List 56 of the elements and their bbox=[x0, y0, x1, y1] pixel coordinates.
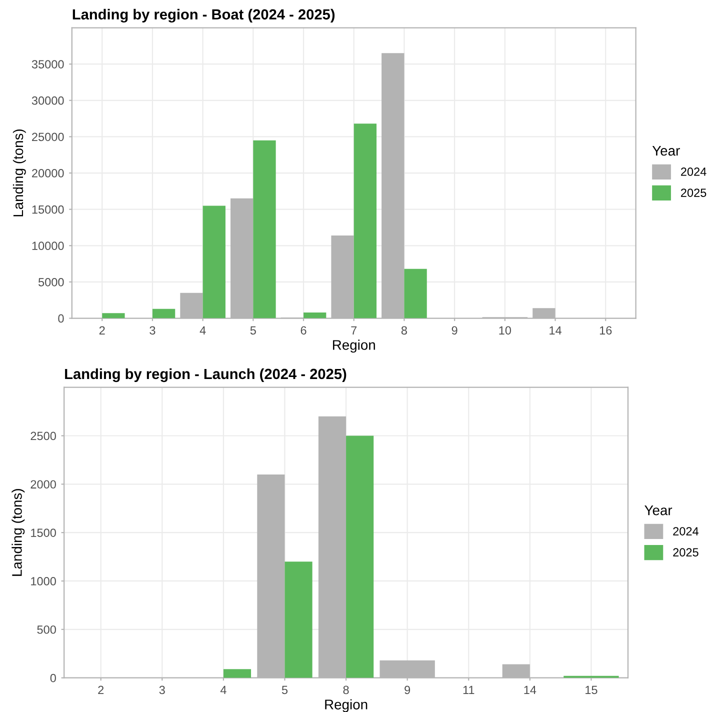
x-axis-title: Region bbox=[325, 699, 368, 712]
y-tick-label: 20000 bbox=[32, 169, 64, 178]
x-tick-label: 9 bbox=[452, 326, 458, 335]
bar bbox=[253, 140, 276, 318]
x-tick-label: 3 bbox=[159, 686, 165, 694]
bar bbox=[202, 206, 226, 318]
bar bbox=[102, 313, 125, 318]
y-tick-label: 2500 bbox=[30, 432, 56, 440]
x-tick-label: 2 bbox=[99, 326, 105, 334]
bar bbox=[223, 669, 252, 678]
chart-title: Landing by region - Launch (2024 - 2025) bbox=[65, 368, 346, 382]
y-tick-label: 5000 bbox=[38, 278, 64, 286]
y-tick-label: 1000 bbox=[31, 577, 56, 586]
legend-label: 2025 bbox=[681, 188, 706, 197]
y-tick-label: 15000 bbox=[32, 205, 64, 214]
bar bbox=[346, 436, 374, 678]
legend-title: Year bbox=[644, 506, 672, 516]
y-tick-label: 35000 bbox=[32, 60, 64, 68]
legend-title: Year bbox=[652, 146, 680, 156]
y-tick-label: 500 bbox=[37, 625, 56, 634]
legend-label: 2024 bbox=[681, 168, 706, 176]
x-tick-label: 16 bbox=[600, 326, 612, 335]
x-tick-label: 10 bbox=[499, 326, 512, 335]
y-tick-label: 30000 bbox=[32, 96, 64, 105]
x-tick-label: 2 bbox=[98, 686, 104, 694]
legend-label: 2024 bbox=[673, 527, 698, 536]
bar bbox=[304, 312, 326, 318]
x-tick-label: 15 bbox=[586, 686, 598, 694]
legend-label: 2025 bbox=[673, 548, 698, 557]
x-tick-label: 14 bbox=[524, 686, 536, 694]
bar bbox=[404, 268, 427, 318]
y-axis-title: Landing (tons) bbox=[12, 129, 26, 216]
x-tick-label: 3 bbox=[150, 326, 156, 335]
y-tick-label: 10000 bbox=[32, 242, 64, 250]
x-tick-label: 9 bbox=[404, 686, 410, 694]
x-tick-label: 11 bbox=[463, 686, 474, 694]
x-tick-label: 6 bbox=[300, 326, 306, 335]
y-tick-label: 1500 bbox=[31, 528, 56, 537]
x-tick-label: 5 bbox=[282, 686, 288, 694]
x-tick-label: 8 bbox=[401, 326, 407, 335]
x-tick-label: 5 bbox=[250, 326, 256, 335]
chart-title: Landing by region - Boat (2024 - 2025) bbox=[72, 8, 335, 23]
x-tick-label: 4 bbox=[220, 686, 226, 694]
bar bbox=[284, 562, 312, 678]
y-tick-label: 2000 bbox=[30, 480, 56, 489]
x-tick-label: 4 bbox=[200, 326, 206, 334]
bar bbox=[354, 124, 377, 318]
x-axis-title: Region bbox=[333, 340, 375, 353]
x-tick-label: 8 bbox=[343, 686, 349, 694]
x-tick-label: 7 bbox=[351, 326, 357, 334]
y-axis-title: Landing (tons) bbox=[12, 489, 25, 576]
y-tick-label: 0 bbox=[58, 314, 64, 323]
bar bbox=[152, 308, 176, 318]
x-tick-label: 14 bbox=[550, 326, 562, 334]
y-tick-label: 25000 bbox=[32, 132, 64, 142]
y-tick-label: 0 bbox=[50, 674, 56, 682]
